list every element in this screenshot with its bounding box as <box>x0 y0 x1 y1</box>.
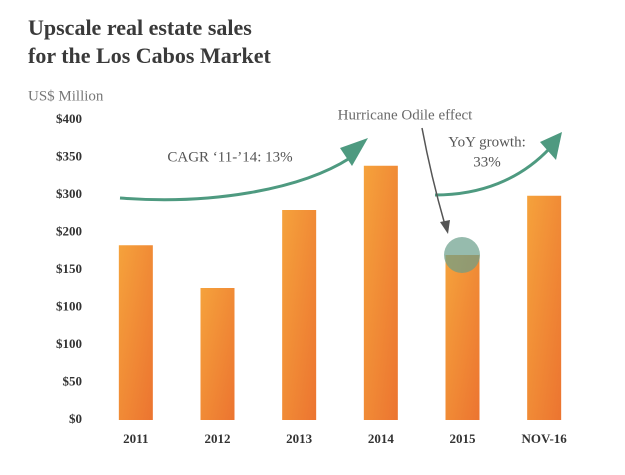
x-tick-label: 2014 <box>368 431 395 446</box>
annotation: Hurricane Odile effect <box>338 107 473 123</box>
bar <box>200 288 235 420</box>
x-tick-label: NOV-16 <box>522 431 568 446</box>
x-tick-label: 2013 <box>286 431 313 446</box>
cagr-arrow <box>119 156 351 202</box>
y-axis-label: US$ Million <box>28 88 104 104</box>
effect-marker <box>444 237 480 273</box>
annotation: YoY growth: <box>448 134 526 150</box>
x-tick-label: 2011 <box>123 431 148 446</box>
y-tick-label: $200 <box>56 223 82 238</box>
y-tick-label: $150 <box>56 261 82 276</box>
y-tick-label: $100 <box>56 298 82 313</box>
bar <box>445 255 480 420</box>
annotation: CAGR ‘11-’14: 13% <box>167 149 292 165</box>
chart-title: Upscale real estate sales <box>28 15 252 40</box>
bar <box>118 245 153 420</box>
hurricane-arrow <box>421 127 446 226</box>
y-tick-label: $400 <box>56 111 82 126</box>
bar <box>282 210 317 420</box>
arrow-head <box>540 132 562 160</box>
y-tick-label: $50 <box>63 373 83 388</box>
arrow-head <box>340 138 368 166</box>
y-tick-label: $300 <box>56 186 82 201</box>
y-tick-label: $350 <box>56 148 82 163</box>
arrow-head <box>440 220 450 234</box>
y-tick-label: $100 <box>56 336 82 351</box>
yoy-arrow <box>434 146 552 197</box>
annotation: 33% <box>473 154 501 170</box>
x-tick-label: 2012 <box>205 431 231 446</box>
x-tick-label: 2015 <box>450 431 477 446</box>
bar <box>527 195 562 420</box>
chart-title: for the Los Cabos Market <box>28 43 271 68</box>
bar <box>363 165 398 420</box>
y-tick-label: $0 <box>69 411 82 426</box>
